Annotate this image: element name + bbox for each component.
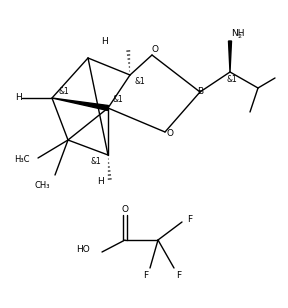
Text: H: H <box>15 94 21 103</box>
Text: F: F <box>143 270 149 279</box>
Text: &1: &1 <box>227 75 237 84</box>
Text: CH₃: CH₃ <box>35 180 50 189</box>
Text: &1: &1 <box>134 76 145 86</box>
Text: &1: &1 <box>59 87 69 96</box>
Text: H: H <box>102 38 108 47</box>
Text: O: O <box>122 205 128 214</box>
Text: H: H <box>97 177 103 187</box>
Text: H₃C: H₃C <box>14 156 30 164</box>
Text: F: F <box>177 270 181 279</box>
Text: O: O <box>166 129 173 139</box>
Text: F: F <box>187 216 192 225</box>
Text: B: B <box>197 87 203 95</box>
Text: &1: &1 <box>113 95 123 104</box>
Text: &1: &1 <box>91 157 101 167</box>
Polygon shape <box>228 41 232 72</box>
Text: HO: HO <box>76 245 90 254</box>
Text: O: O <box>151 46 158 55</box>
Polygon shape <box>52 98 109 111</box>
Text: 2: 2 <box>238 34 242 39</box>
Text: NH: NH <box>231 30 245 38</box>
